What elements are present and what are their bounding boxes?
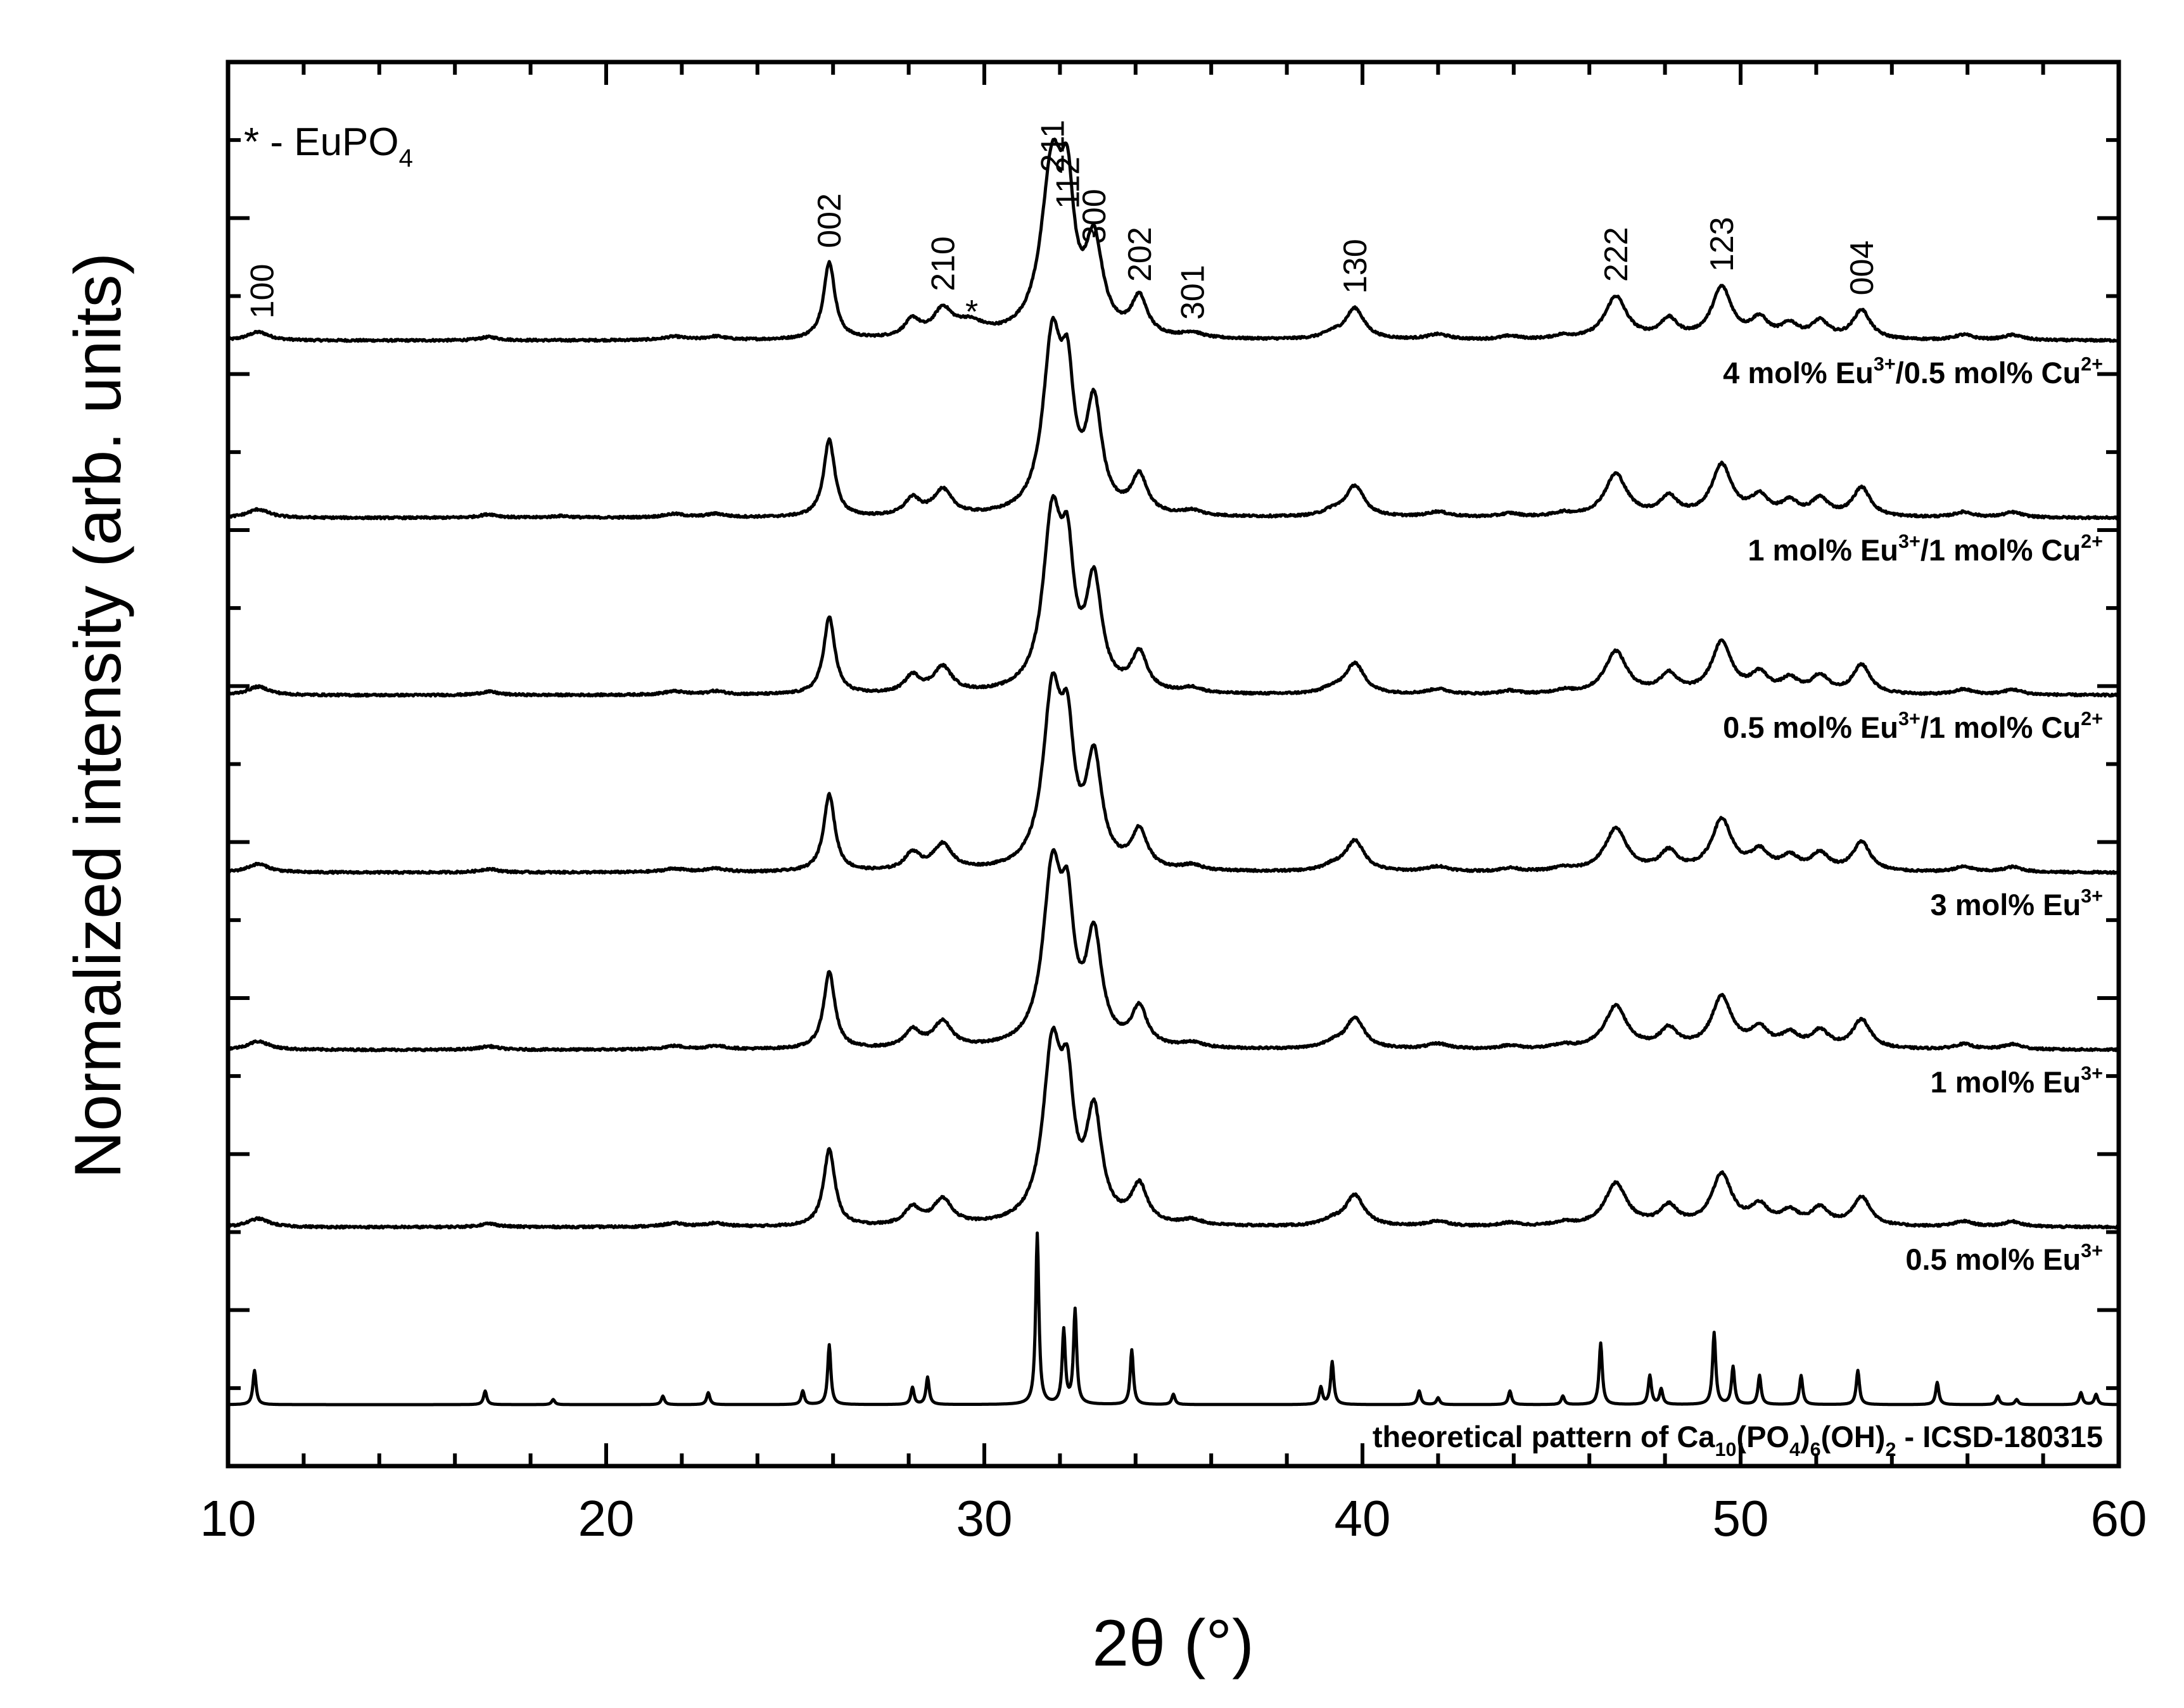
peak-label-004: 004 bbox=[1844, 241, 1881, 296]
series-label-part: 10 bbox=[1715, 1439, 1736, 1460]
series-label-part: 4 bbox=[1789, 1439, 1800, 1460]
plot-frame bbox=[225, 60, 2121, 1469]
series-labels: 4 mol% Eu3+/0.5 mol% Cu2+1 mol% Eu3+/1 m… bbox=[1373, 353, 2103, 1460]
series-label-part: 1 mol% Eu bbox=[1931, 1065, 2081, 1099]
series-label-part: 1 mol% Eu bbox=[1748, 533, 1898, 567]
series-label-part: 2+ bbox=[2081, 531, 2103, 552]
series-line-4 bbox=[227, 848, 2121, 1053]
legend-note: * - EuPO4 bbox=[244, 120, 413, 172]
series-label-3: 3 mol% Eu3+ bbox=[1931, 885, 2104, 921]
series-label-part: 0.5 mol% Eu bbox=[1723, 711, 1898, 744]
series-label-part: 4 mol% Eu bbox=[1723, 356, 1874, 389]
x-tick-label: 40 bbox=[1335, 1490, 1391, 1547]
peak-label-301: 301 bbox=[1174, 265, 1211, 320]
series-label-part: 3+ bbox=[2081, 1063, 2103, 1084]
series-line-2 bbox=[226, 494, 2121, 698]
x-tick-label: 10 bbox=[200, 1490, 257, 1547]
series-label-part: 2+ bbox=[2081, 708, 2103, 730]
series-line-3 bbox=[227, 671, 2120, 875]
series-line-6 bbox=[227, 1231, 2120, 1407]
series-label-part: /1 mol% Cu bbox=[1921, 711, 2081, 744]
x-tick-label: 50 bbox=[1713, 1490, 1769, 1547]
y-ticks bbox=[228, 138, 2119, 1390]
legend-note-subscript: 4 bbox=[399, 144, 413, 172]
series-label-part: theoretical pattern of Ca bbox=[1373, 1420, 1715, 1453]
series-label-6: theoretical pattern of Ca10(PO4)6(OH)2 -… bbox=[1373, 1420, 2103, 1460]
series-label-part: 6 bbox=[1810, 1439, 1821, 1460]
series-label-part: 2+ bbox=[2081, 353, 2103, 375]
series-label-1: 1 mol% Eu3+/1 mol% Cu2+ bbox=[1748, 531, 2103, 567]
x-axis-title: 2θ (°) bbox=[1092, 1607, 1254, 1680]
x-tick-label: 30 bbox=[956, 1490, 1013, 1547]
peak-label-222: 222 bbox=[1598, 227, 1635, 282]
series-label-part: 3+ bbox=[1898, 531, 1921, 552]
series-label-2: 0.5 mol% Eu3+/1 mol% Cu2+ bbox=[1723, 708, 2103, 744]
series-label-part: - ICSD-180315 bbox=[1896, 1420, 2103, 1453]
series-label-part: 3+ bbox=[1874, 353, 1896, 375]
series-label-part: 2 bbox=[1885, 1439, 1896, 1460]
series-label-5: 0.5 mol% Eu3+ bbox=[1905, 1240, 2103, 1276]
series-label-part: /1 mol% Cu bbox=[1921, 533, 2081, 567]
peak-label-100: 100 bbox=[244, 264, 281, 319]
y-axis-title: Normalized intensity (arb. units) bbox=[61, 253, 135, 1179]
series-label-part: (PO bbox=[1736, 1420, 1789, 1453]
series-label-part: 3+ bbox=[1898, 708, 1921, 730]
x-tick-label: 20 bbox=[578, 1490, 635, 1547]
series-label-part: 3+ bbox=[2081, 885, 2103, 907]
peak-label-210: 210 bbox=[925, 236, 962, 291]
series-layer bbox=[226, 137, 2121, 1407]
x-tick-label: 60 bbox=[2091, 1490, 2147, 1547]
peak-label-112: 112 bbox=[1050, 156, 1086, 209]
series-label-part: (OH) bbox=[1821, 1420, 1886, 1453]
peak-label-123: 123 bbox=[1704, 217, 1741, 272]
series-label-part: ) bbox=[1800, 1420, 1810, 1453]
legend-note-main: * - EuPO bbox=[244, 120, 399, 164]
x-ticks: 10 20 30 40 50 60 bbox=[200, 62, 2147, 1547]
series-line-0 bbox=[227, 137, 2120, 343]
peak-label-300: 300 bbox=[1076, 189, 1113, 244]
peak-label-202: 202 bbox=[1122, 227, 1159, 282]
impurity-marker: * bbox=[965, 294, 978, 331]
series-label-part: 0.5 mol% Eu bbox=[1905, 1243, 2081, 1276]
series-label-0: 4 mol% Eu3+/0.5 mol% Cu2+ bbox=[1723, 353, 2103, 389]
series-label-part: 3 mol% Eu bbox=[1931, 888, 2081, 921]
series-line-5 bbox=[226, 1025, 2120, 1230]
peak-label-002: 002 bbox=[811, 193, 848, 248]
peak-label-211: 211 bbox=[1035, 120, 1072, 172]
series-line-1 bbox=[227, 315, 2121, 521]
peak-label-130: 130 bbox=[1337, 239, 1374, 294]
series-label-part: /0.5 mol% Cu bbox=[1896, 356, 2081, 389]
series-label-part: 3+ bbox=[2081, 1240, 2103, 1262]
series-label-4: 1 mol% Eu3+ bbox=[1931, 1063, 2104, 1099]
